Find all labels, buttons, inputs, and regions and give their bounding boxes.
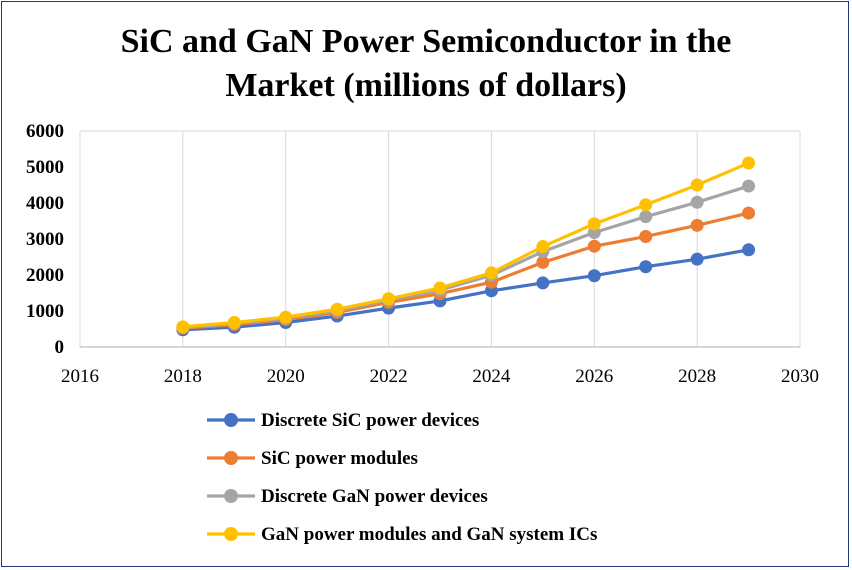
y-tick-label: 6000 xyxy=(26,121,64,142)
y-tick-label: 4000 xyxy=(26,193,64,214)
data-point xyxy=(742,179,756,193)
data-point xyxy=(639,260,653,274)
legend-label: Discrete SiC power devices xyxy=(261,410,479,431)
y-tick-label: 1000 xyxy=(26,301,64,322)
data-point xyxy=(690,195,704,209)
legend-entry: Discrete SiC power devices xyxy=(207,410,479,431)
x-tick-label: 2022 xyxy=(370,366,408,387)
x-tick-label: 2024 xyxy=(472,366,511,387)
legend-entry: GaN power modules and GaN system ICs xyxy=(207,524,597,545)
chart-title-line-2: Market (millions of dollars) xyxy=(225,67,627,104)
legend-entry: SiC power modules xyxy=(207,448,418,469)
data-point xyxy=(639,198,653,212)
legend: Discrete SiC power devices SiC power modu… xyxy=(207,410,597,545)
data-point xyxy=(330,302,344,316)
data-point xyxy=(639,229,653,243)
series-2 xyxy=(176,206,756,335)
y-tick-label: 0 xyxy=(55,337,65,358)
data-point xyxy=(536,276,550,290)
y-tick-label: 2000 xyxy=(26,265,64,286)
data-point xyxy=(742,156,756,170)
chart-title: SiC and GaN Power Semiconductor in the M… xyxy=(0,20,852,108)
axes: 0 1000 2000 3000 4000 5000 6000 2016 2018 2020 202… xyxy=(26,121,819,387)
x-tick-label: 2026 xyxy=(575,366,613,387)
data-point xyxy=(433,281,447,295)
gridlines xyxy=(79,130,801,347)
legend-entry: Discrete GaN power devices xyxy=(207,486,488,507)
data-point xyxy=(742,243,756,257)
data-point xyxy=(279,310,293,324)
x-tick-label: 2028 xyxy=(678,366,716,387)
data-point xyxy=(690,252,704,266)
series-line xyxy=(182,211,749,330)
y-tick-label: 5000 xyxy=(26,157,64,178)
y-tick-label: 3000 xyxy=(26,229,64,250)
data-point xyxy=(742,206,756,220)
series-4 xyxy=(176,156,756,334)
legend-swatch-marker xyxy=(224,413,238,427)
series-line xyxy=(182,248,749,332)
x-tick-label: 2030 xyxy=(781,366,819,387)
data-point xyxy=(536,240,550,254)
data-point xyxy=(484,266,498,280)
x-tick-label: 2016 xyxy=(61,366,99,387)
data-point xyxy=(690,218,704,232)
series-layer xyxy=(176,156,756,337)
chart-title-line-1: SiC and GaN Power Semiconductor in the xyxy=(120,23,732,60)
series-3 xyxy=(176,179,756,335)
series-line xyxy=(182,184,750,330)
legend-swatch-marker xyxy=(224,451,238,465)
legend-label: SiC power modules xyxy=(261,448,418,469)
data-point xyxy=(639,210,653,224)
legend-swatch-marker xyxy=(224,489,238,503)
x-tick-label: 2018 xyxy=(164,366,202,387)
data-point xyxy=(587,217,601,231)
data-point xyxy=(176,320,190,334)
data-point xyxy=(536,255,550,269)
legend-label: Discrete GaN power devices xyxy=(261,486,488,507)
data-point xyxy=(587,239,601,253)
data-point xyxy=(587,269,601,283)
data-point xyxy=(382,292,396,306)
legend-label: GaN power modules and GaN system ICs xyxy=(261,524,597,545)
x-tick-label: 2020 xyxy=(267,366,305,387)
data-point xyxy=(227,316,241,330)
data-point xyxy=(690,178,704,192)
legend-swatch-marker xyxy=(224,527,238,541)
series-line xyxy=(182,161,750,329)
